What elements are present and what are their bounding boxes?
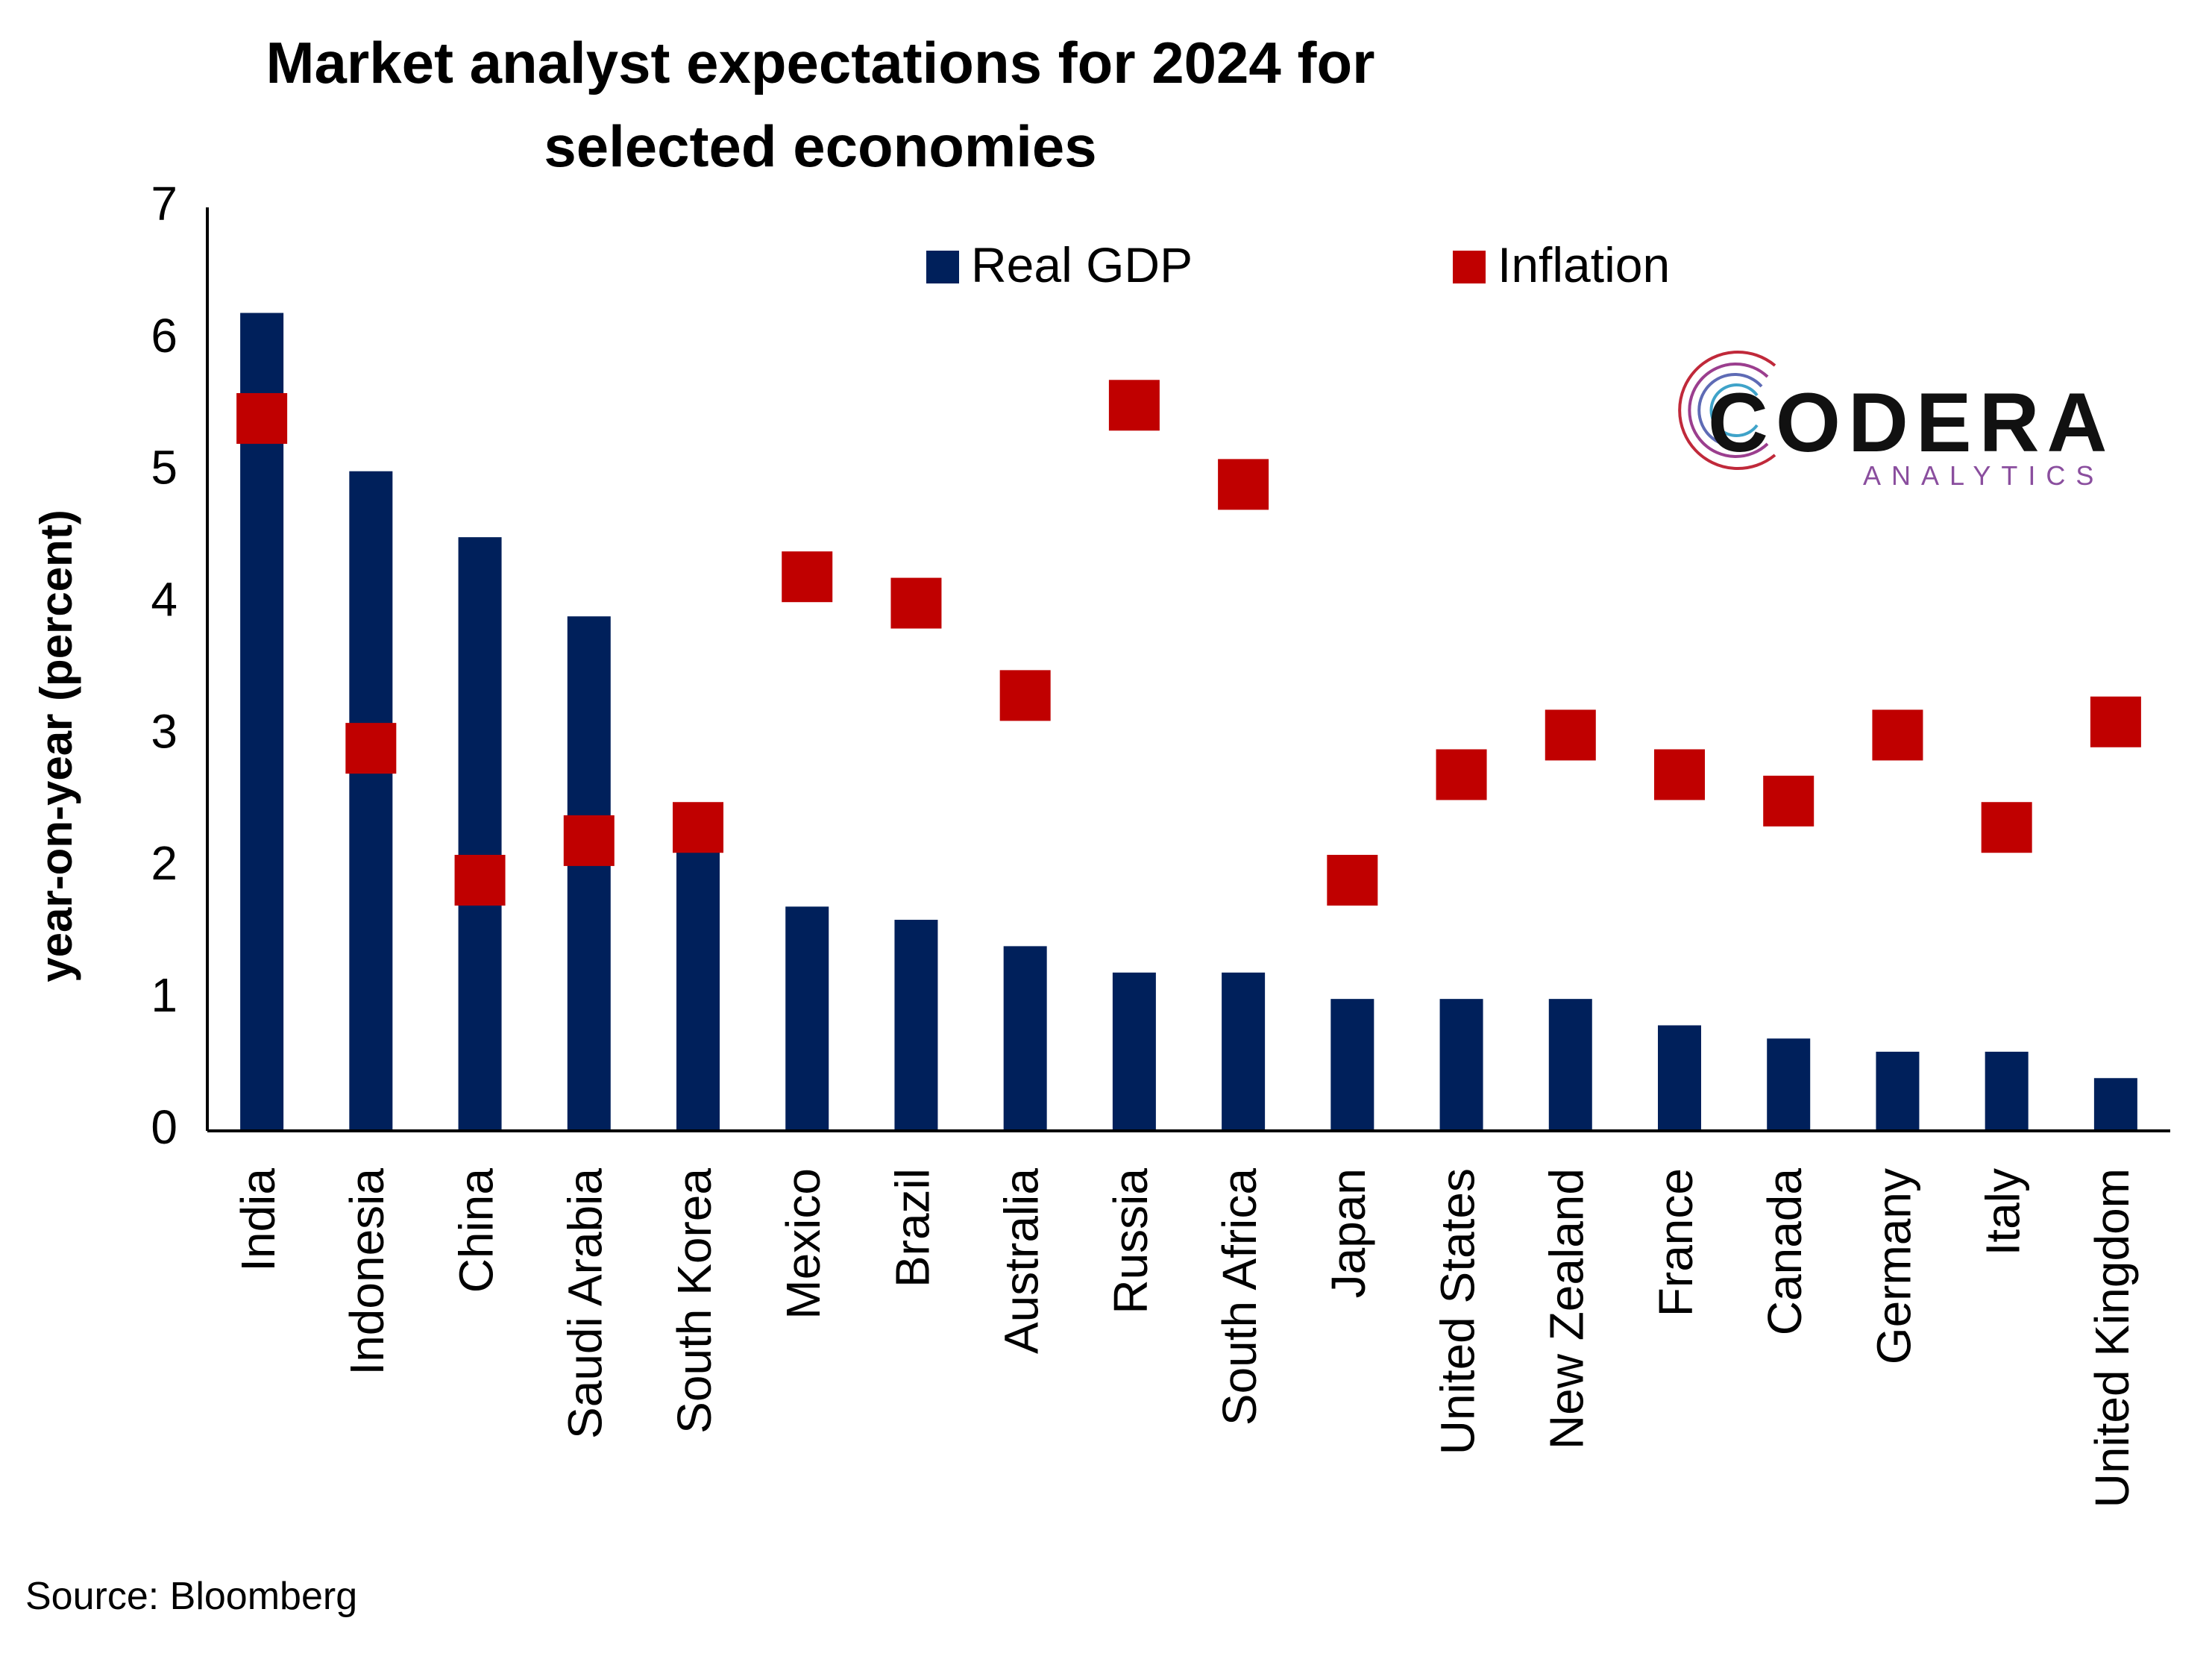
gdp-bar-united-states — [1439, 999, 1483, 1131]
y-tick-label: 0 — [151, 1100, 177, 1154]
x-tick-label: India — [231, 1168, 285, 1272]
x-tick-label: Italy — [1976, 1168, 2030, 1255]
axes — [206, 207, 2170, 1132]
gdp-bar-italy — [1985, 1051, 2029, 1131]
y-axis-label: year-on-year (percent) — [31, 509, 81, 982]
logo-wordmark: CODERA — [1708, 376, 2114, 469]
inflation-marker-brazil — [890, 577, 942, 629]
gdp-bar-china — [458, 537, 502, 1131]
gdp-bar-canada — [1767, 1038, 1811, 1131]
gdp-bar-saudi-arabia — [567, 616, 611, 1131]
logo-tagline: ANALYTICS — [1863, 460, 2104, 491]
gdp-bar-united-kingdom — [2093, 1078, 2137, 1131]
x-tick-label: Indonesia — [340, 1168, 394, 1376]
inflation-marker-united-kingdom — [2090, 696, 2141, 747]
chart-title: Market analyst expectations for 2024 for… — [265, 30, 1375, 179]
gdp-bar-indonesia — [349, 471, 393, 1131]
gdp-bar-germany — [1876, 1051, 1920, 1131]
x-tick-label: France — [1649, 1168, 1703, 1317]
x-tick-label: Mexico — [776, 1168, 830, 1320]
gdp-bar-australia — [1003, 946, 1047, 1131]
gdp-bar-south-africa — [1222, 972, 1266, 1131]
legend: Real GDP Inflation — [926, 237, 1670, 292]
gdp-bar-france — [1658, 1025, 1701, 1131]
inflation-marker-france — [1654, 749, 1705, 800]
gdp-bar-south-korea — [676, 827, 720, 1131]
inflation-marker-italy — [1981, 802, 2032, 853]
inflation-marker-china — [454, 854, 506, 906]
y-ticks: 0 1 2 3 4 5 6 7 — [151, 177, 177, 1154]
source-note: Source: Bloomberg — [25, 1575, 358, 1618]
gdp-bar-russia — [1112, 972, 1156, 1131]
y-tick-label: 1 — [151, 968, 177, 1022]
inflation-marker-mexico — [782, 551, 833, 603]
inflation-marker-new-zealand — [1545, 709, 1596, 761]
inflation-markers — [236, 380, 2141, 906]
x-tick-label: Japan — [1322, 1168, 1375, 1298]
y-tick-label: 6 — [151, 309, 177, 363]
x-tick-label: New Zealand — [1540, 1168, 1594, 1449]
inflation-marker-united-states — [1436, 749, 1487, 800]
y-tick-label: 2 — [151, 836, 177, 890]
legend-swatch-gdp — [926, 251, 959, 283]
y-tick-label: 4 — [151, 572, 177, 626]
y-tick-label: 5 — [151, 441, 177, 495]
y-tick-label: 3 — [151, 704, 177, 758]
gdp-bar-mexico — [785, 906, 829, 1131]
x-tick-label: Germany — [1867, 1168, 1920, 1364]
inflation-marker-russia — [1108, 380, 1160, 431]
gdp-bar-new-zealand — [1548, 999, 1592, 1131]
logo-swirl-icon — [1678, 351, 1776, 470]
inflation-marker-australia — [999, 670, 1051, 721]
gdp-bar-india — [240, 313, 284, 1131]
gdp-bar-japan — [1330, 999, 1374, 1131]
x-tick-label: China — [449, 1168, 503, 1293]
inflation-marker-germany — [1872, 709, 1923, 761]
x-tick-labels: India Indonesia China Saudi Arabia South Kor… — [231, 1168, 2139, 1508]
x-tick-label: South Korea — [667, 1168, 721, 1434]
x-tick-label: United States — [1430, 1168, 1484, 1455]
y-tick-label: 7 — [151, 177, 177, 231]
x-tick-label: Russia — [1104, 1168, 1157, 1314]
x-tick-label: South Africa — [1213, 1168, 1266, 1426]
inflation-marker-india — [236, 392, 288, 444]
gdp-bars — [240, 313, 2137, 1131]
x-tick-label: Canada — [1758, 1168, 1812, 1336]
gdp-bar-brazil — [894, 920, 938, 1131]
inflation-marker-saudi-arabia — [563, 815, 615, 866]
codera-logo: CODERA ANALYTICS — [1678, 351, 2114, 491]
x-tick-label: Australia — [995, 1168, 1049, 1354]
legend-swatch-inflation — [1453, 251, 1486, 283]
x-tick-label: Saudi Arabia — [559, 1168, 612, 1439]
inflation-marker-south-africa — [1218, 459, 1269, 510]
legend-label-gdp: Real GDP — [971, 237, 1193, 292]
inflation-marker-south-korea — [673, 802, 723, 853]
inflation-marker-japan — [1327, 854, 1378, 906]
x-tick-label: United Kingdom — [2085, 1168, 2139, 1508]
x-tick-label: Brazil — [885, 1168, 939, 1288]
inflation-marker-canada — [1763, 775, 1814, 827]
legend-label-inflation: Inflation — [1498, 237, 1670, 292]
inflation-marker-indonesia — [345, 723, 397, 774]
